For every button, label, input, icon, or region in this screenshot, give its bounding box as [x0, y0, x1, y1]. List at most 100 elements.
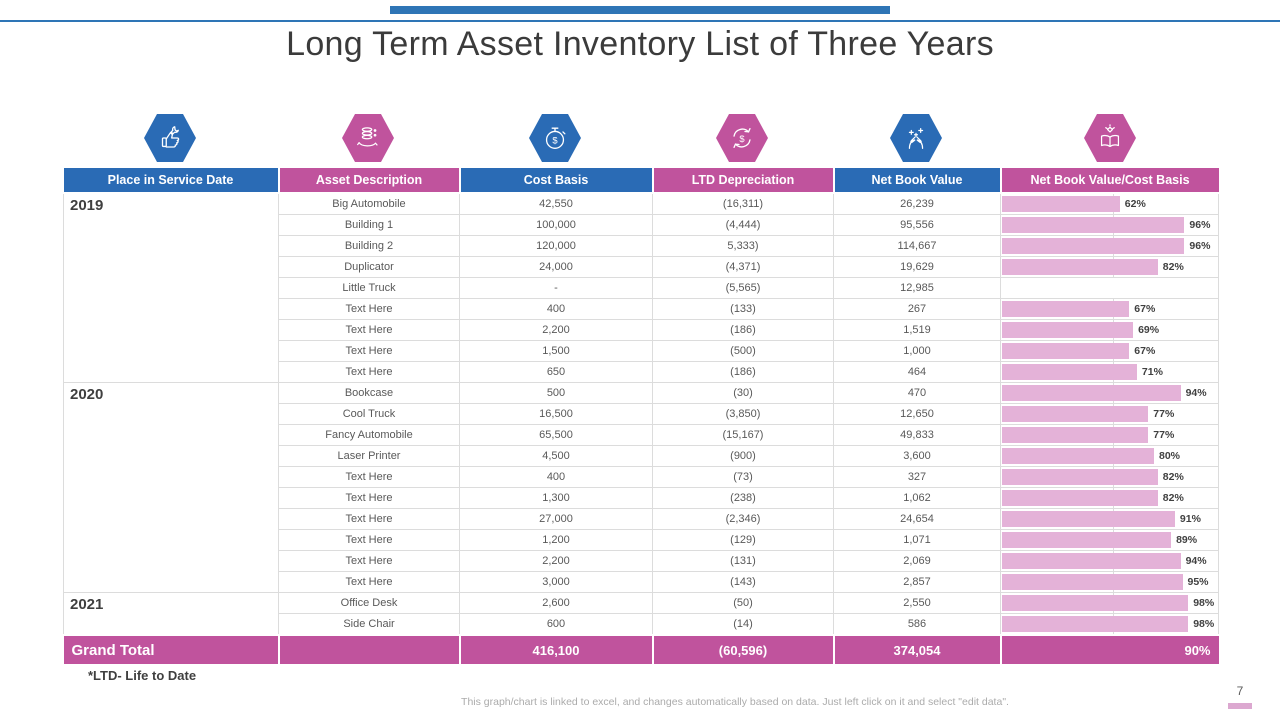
ratio-bar-wrap: 62%: [1001, 194, 1218, 214]
ratio-label: 71%: [1141, 366, 1163, 378]
asset-description-cell: Text Here: [278, 487, 460, 509]
cost-basis-cell: -: [459, 277, 653, 299]
cost-basis-cell: 1,200: [459, 529, 653, 551]
net-book-value-cell: 114,667: [833, 235, 1001, 257]
ltd-depreciation-cell: (30): [652, 382, 834, 404]
svg-text:$: $: [552, 136, 558, 146]
ratio-bar: [1002, 469, 1158, 485]
ratio-label: 82%: [1162, 492, 1184, 504]
ratio-bar-cell: 82%: [1000, 466, 1219, 488]
ratio-bar: [1002, 301, 1130, 317]
cost-basis-cell: 1,500: [459, 340, 653, 362]
ltd-depreciation-cell: (16,311): [652, 192, 834, 215]
column-header-ltd-depreciation: LTD Depreciation: [651, 168, 834, 194]
ratio-bar-cell: 94%: [1000, 550, 1219, 572]
ratio-label: 80%: [1159, 450, 1181, 462]
ratio-label: 77%: [1153, 429, 1175, 441]
asset-description-cell: Text Here: [278, 550, 460, 572]
asset-description-cell: Big Automobile: [278, 192, 460, 215]
ratio-label: 69%: [1138, 324, 1160, 336]
ratio-bar-wrap: 82%: [1001, 467, 1218, 487]
ratio-bar-wrap: 71%: [1001, 362, 1218, 382]
ratio-bar-wrap: 80%: [1001, 446, 1218, 466]
ratio-bar-cell: 89%: [1000, 529, 1219, 551]
ratio-bar: [1002, 511, 1175, 527]
ratio-label: 77%: [1153, 408, 1175, 420]
ratio-bar-cell: 77%: [1000, 424, 1219, 446]
ratio-bar-cell: 96%: [1000, 214, 1219, 236]
asset-description-cell: Text Here: [278, 529, 460, 551]
ratio-bar: [1002, 259, 1158, 275]
cost-basis-cell: 2,600: [459, 592, 653, 614]
ratio-label: 82%: [1162, 261, 1184, 273]
table-row: Text Here 27,000 (2,346) 24,654 91%: [64, 508, 1219, 530]
table-row: Duplicator 24,000 (4,371) 19,629 82%: [64, 256, 1219, 278]
net-book-value-cell: 26,239: [833, 192, 1001, 215]
cost-basis-cell: 500: [459, 382, 653, 404]
ratio-bar: [1002, 448, 1154, 464]
ratio-bar-wrap: 77%: [1001, 425, 1218, 445]
asset-description-cell: Building 1: [278, 214, 460, 236]
table-row: Text Here 1,500 (500) 1,000 67%: [64, 340, 1219, 362]
page-number: 7: [1236, 684, 1244, 698]
asset-description-cell: Building 2: [278, 235, 460, 257]
ltd-depreciation-cell: (14): [652, 613, 834, 636]
asset-description-cell: Duplicator: [278, 256, 460, 278]
ltd-footnote: *LTD- Life to Date: [88, 668, 197, 683]
ltd-depreciation-cell: (15,167): [652, 424, 834, 446]
ltd-depreciation-cell: (3,850): [652, 403, 834, 425]
ratio-label: 96%: [1189, 219, 1211, 231]
grand-total-ratio: 90%: [999, 634, 1219, 664]
dollar-cycle-icon: $: [716, 114, 768, 162]
net-book-value-cell: 95,556: [833, 214, 1001, 236]
cost-basis-cell: 100,000: [459, 214, 653, 236]
net-book-value-cell: 2,069: [833, 550, 1001, 572]
ratio-bar-cell: 67%: [1000, 298, 1219, 320]
ratio-label: 62%: [1124, 198, 1146, 210]
svg-text:$: $: [739, 134, 745, 144]
ltd-depreciation-cell: (4,371): [652, 256, 834, 278]
asset-description-cell: Little Truck: [278, 277, 460, 299]
excel-link-note: This graph/chart is linked to excel, and…: [461, 696, 1009, 708]
ratio-bar-cell: 91%: [1000, 508, 1219, 530]
table-row: Side Chair 600 (14) 586 98%: [64, 613, 1219, 636]
table-row: Laser Printer 4,500 (900) 3,600 80%: [64, 445, 1219, 467]
ratio-bar: [1002, 238, 1185, 254]
year-cell: 2020: [63, 382, 279, 593]
ratio-bar-cell: 80%: [1000, 445, 1219, 467]
ratio-label: 82%: [1162, 471, 1184, 483]
net-book-value-cell: 24,654: [833, 508, 1001, 530]
net-book-value-cell: 470: [833, 382, 1001, 404]
cost-basis-cell: 120,000: [459, 235, 653, 257]
grand-total-cost-basis: 416,100: [458, 634, 653, 664]
ratio-bar-wrap: 89%: [1001, 530, 1218, 550]
asset-description-cell: Text Here: [278, 466, 460, 488]
table-row: Fancy Automobile 65,500 (15,167) 49,833 77%: [64, 424, 1219, 446]
ratio-bar-wrap: 94%: [1001, 383, 1218, 403]
net-book-value-cell: 2,550: [833, 592, 1001, 614]
top-hairline: [0, 20, 1280, 22]
ltd-depreciation-cell: (238): [652, 487, 834, 509]
ratio-bar: [1002, 343, 1130, 359]
column-header-asset-description: Asset Description: [277, 168, 460, 194]
table-row: Text Here 2,200 (186) 1,519 69%: [64, 319, 1219, 341]
ratio-bar: [1002, 322, 1134, 338]
ratio-bar-wrap: 95%: [1001, 572, 1218, 592]
net-book-value-cell: 1,519: [833, 319, 1001, 341]
grand-total-empty-cell: [277, 634, 460, 664]
column-header-cost-basis: Cost Basis: [458, 168, 653, 194]
table-row: 2021 Office Desk 2,600 (50) 2,550 98%: [63, 592, 1219, 636]
ratio-bar: [1002, 532, 1172, 548]
thumb-wrench-icon: [144, 114, 196, 162]
cost-basis-cell: 2,200: [459, 319, 653, 341]
ltd-depreciation-cell: (500): [652, 340, 834, 362]
cost-basis-cell: 16,500: [459, 403, 653, 425]
ratio-bar-wrap: 98%: [1001, 614, 1218, 634]
asset-description-cell: Text Here: [278, 508, 460, 530]
ratio-bar-wrap: 91%: [1001, 509, 1218, 529]
cost-basis-cell: 400: [459, 298, 653, 320]
asset-description-cell: Office Desk: [278, 592, 460, 614]
page-title: Long Term Asset Inventory List of Three …: [286, 25, 994, 63]
table-row: Text Here 2,200 (131) 2,069 94%: [64, 550, 1219, 572]
ratio-bar-wrap: 67%: [1001, 299, 1218, 319]
